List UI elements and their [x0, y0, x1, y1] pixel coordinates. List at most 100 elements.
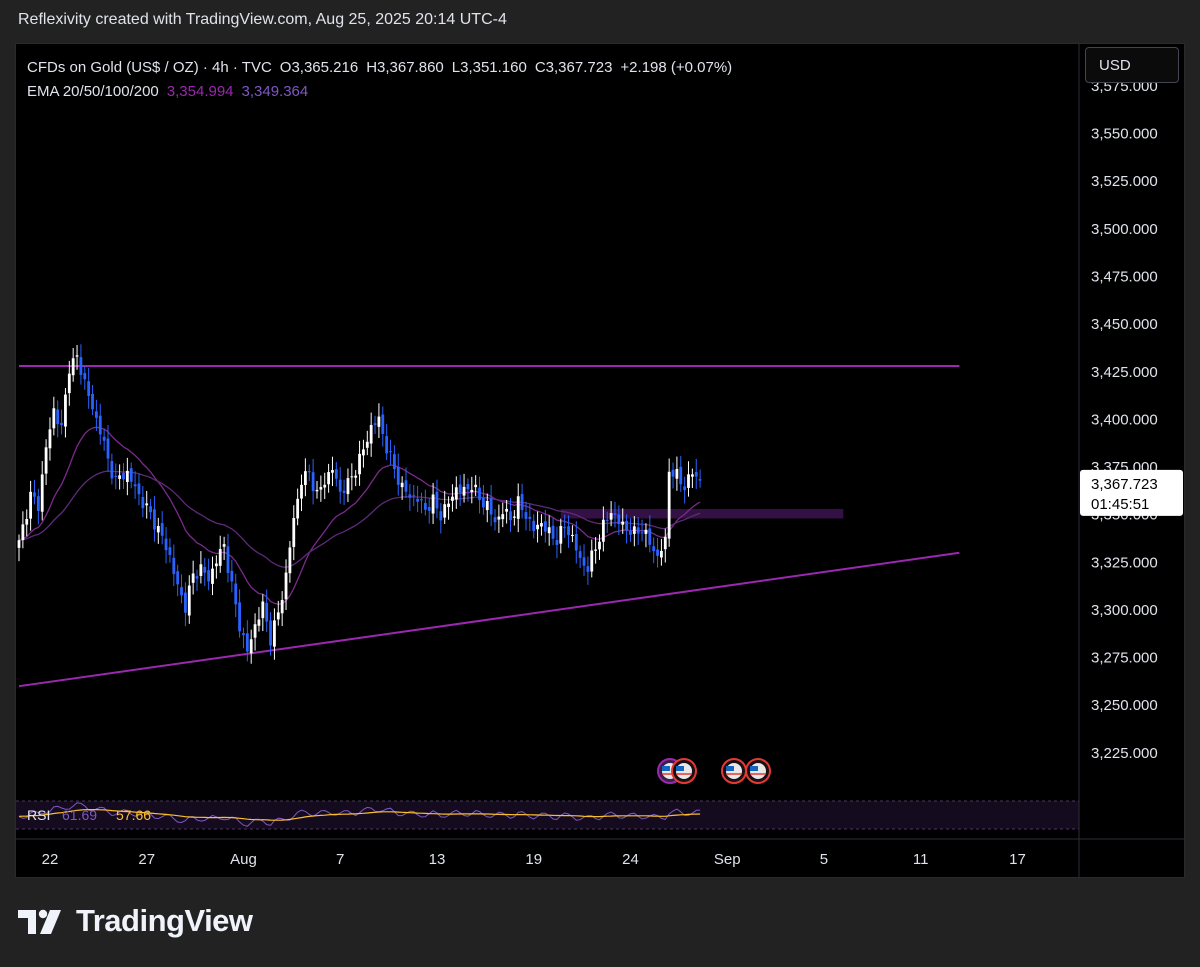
candle-body: [590, 550, 594, 572]
x-tick-label: Aug: [230, 851, 257, 868]
rsi-label: RSI: [27, 807, 50, 823]
candle-body: [489, 498, 493, 515]
event-flag-canton: [676, 766, 684, 771]
y-tick-label: 3,475.000: [1091, 268, 1158, 285]
chart-canvas[interactable]: RSI 61.69 57.66 3,225.000 3,250.000 3,275.00…: [16, 44, 1184, 877]
candle-body: [276, 612, 280, 620]
candle-body: [381, 414, 385, 435]
candle-body: [629, 531, 632, 535]
candle-body: [551, 525, 555, 539]
candle-body: [44, 447, 48, 474]
candle-body: [540, 523, 543, 527]
chart-frame[interactable]: RSI 61.69 57.66 3,225.000 3,250.000 3,275.00…: [15, 43, 1185, 878]
candle-body: [40, 474, 44, 512]
candle-body: [323, 484, 327, 488]
candle-body: [319, 487, 323, 490]
candle-body: [528, 516, 532, 519]
candle-body: [690, 474, 694, 477]
ohlc-open: O3,365.216: [279, 58, 359, 76]
candle-body: [555, 540, 559, 545]
candle-body: [493, 517, 497, 523]
candle-body: [222, 544, 226, 547]
candle-body: [218, 549, 222, 566]
candle-body: [694, 471, 698, 477]
candle-body: [245, 633, 249, 652]
candle-body: [563, 527, 567, 529]
candle-body: [594, 549, 598, 551]
candle-body: [547, 527, 551, 534]
candle-body: [95, 411, 98, 418]
candle-body: [598, 541, 601, 550]
candle-body: [466, 484, 470, 490]
candle-body: [172, 557, 176, 575]
x-tick-label: 13: [429, 851, 446, 868]
candle-body: [118, 475, 122, 479]
candle-body: [458, 484, 462, 493]
candle-body: [234, 583, 238, 605]
candle-body: [110, 460, 114, 479]
candle-body: [338, 479, 342, 492]
candle-body: [671, 469, 675, 477]
candle-body: [214, 563, 218, 567]
chart-legend: CFDs on Gold (US$ / OZ) · 4h · TVC O3,36…: [27, 55, 732, 103]
candle-body: [358, 453, 361, 475]
candle-body: [211, 568, 214, 584]
candle-body: [536, 524, 539, 530]
candle-body: [141, 496, 145, 509]
y-tick-label: 3,275.000: [1091, 650, 1158, 667]
y-tick-label: 3,450.000: [1091, 316, 1158, 333]
candle-body: [559, 526, 563, 544]
candle-body: [613, 513, 617, 515]
candle-body: [184, 592, 187, 613]
candle-body: [168, 547, 172, 555]
consolidation-zone: [560, 508, 844, 519]
candle-body: [280, 600, 284, 614]
candle-body: [416, 498, 420, 502]
y-tick-label: 3,300.000: [1091, 602, 1158, 619]
candle-body: [451, 496, 454, 501]
us-flag-event-icon[interactable]: [721, 758, 747, 784]
ohlc-change: +2.198 (+0.07%): [620, 58, 733, 76]
candle-body: [408, 494, 412, 498]
candle-body: [300, 484, 303, 499]
candle-body: [346, 478, 350, 495]
y-tick-label: 3,500.000: [1091, 221, 1158, 238]
candle-body: [64, 394, 67, 427]
candle-body: [342, 490, 346, 494]
candle-body: [199, 564, 203, 576]
y-tick-label: 3,250.000: [1091, 697, 1158, 714]
ema-label: EMA 20/50/100/200: [27, 82, 159, 100]
candle-body: [462, 486, 466, 496]
candle-body: [640, 532, 644, 534]
candle-body: [400, 482, 404, 488]
candle-body: [420, 499, 423, 501]
candle-body: [284, 572, 288, 600]
ohlc-low: L3,351.160: [451, 58, 527, 76]
candle-body: [114, 475, 118, 477]
candle-body: [160, 523, 164, 536]
candle-body: [520, 494, 524, 510]
us-flag-event-icon[interactable]: [745, 758, 771, 784]
y-tick-label: 3,225.000: [1091, 745, 1158, 762]
candle-body: [307, 471, 311, 473]
candle-body: [574, 534, 578, 551]
candle-body: [660, 550, 663, 558]
candle-body: [698, 479, 702, 481]
candle-body: [296, 498, 300, 519]
us-flag-event-icon[interactable]: [671, 758, 697, 784]
candle-body: [392, 454, 396, 470]
candle-body: [470, 489, 474, 493]
candle-body: [137, 483, 141, 495]
currency-button[interactable]: USD: [1085, 47, 1179, 83]
x-tick-label: 5: [820, 851, 828, 868]
candle-body: [292, 518, 296, 547]
candle-body: [385, 436, 389, 454]
candle-body: [362, 449, 365, 456]
candle-body: [497, 516, 501, 520]
candle-body: [21, 524, 25, 541]
x-tick-label: 24: [622, 851, 639, 868]
candle-body: [273, 620, 276, 647]
candle-body: [443, 504, 447, 518]
candle-body: [180, 587, 183, 596]
candle-body: [71, 358, 75, 376]
